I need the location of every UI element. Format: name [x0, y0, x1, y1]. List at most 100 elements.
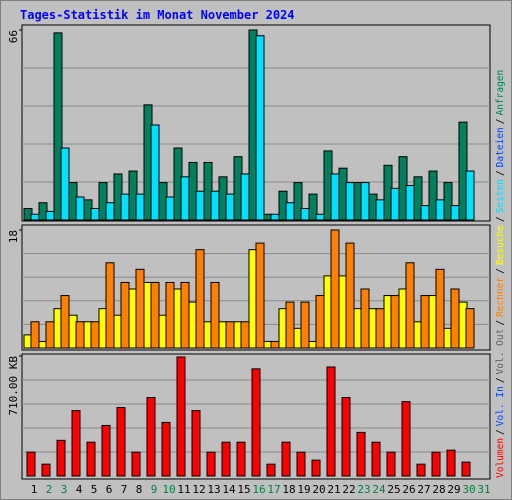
bar [251, 368, 261, 477]
x-tick-label: 25 [387, 483, 400, 496]
bar [75, 196, 85, 221]
bar [255, 35, 265, 221]
bar [176, 356, 186, 477]
x-tick-label: 12 [192, 483, 205, 496]
bar [300, 301, 310, 349]
bar [375, 308, 385, 349]
legend-separator: / [495, 320, 506, 326]
x-tick-label: 29 [447, 483, 460, 496]
legend-separator: / [495, 377, 506, 383]
bar [405, 262, 415, 349]
bar [450, 205, 460, 221]
bar [345, 182, 355, 221]
bar [315, 295, 325, 349]
x-tick-label: 13 [207, 483, 220, 496]
bar [386, 451, 396, 477]
bar [236, 441, 246, 477]
x-tick-label: 26 [402, 483, 415, 496]
bar [180, 176, 190, 221]
side-legend: Volumen / Vol. In / Vol. Out / Rechner / Besuche… [495, 70, 506, 478]
bar [135, 193, 145, 221]
bar [195, 249, 205, 349]
bar [146, 397, 156, 477]
x-tick-label: 30 [462, 483, 475, 496]
bar [270, 213, 280, 221]
bar [330, 229, 340, 349]
bar [165, 281, 175, 349]
x-tick-label: 6 [106, 483, 113, 496]
y-tick-label: 66 [7, 30, 20, 43]
x-tick-label: 21 [327, 483, 340, 496]
bar [416, 463, 426, 477]
x-tick-label: 14 [222, 483, 236, 496]
bar [105, 262, 115, 349]
bar [206, 451, 216, 477]
legend-entry: Besuche [495, 225, 506, 265]
x-tick-label: 4 [76, 483, 83, 496]
bar [180, 281, 190, 349]
legend-entry: Rechner [495, 277, 506, 317]
bar [195, 190, 205, 221]
x-tick-label: 18 [282, 483, 295, 496]
bar [120, 193, 130, 221]
bar [375, 199, 385, 221]
x-tick-label: 15 [237, 483, 250, 496]
x-tick-label: 7 [121, 483, 128, 496]
bar [90, 321, 100, 349]
y-tick-label: 18 [7, 230, 20, 243]
bar [60, 295, 70, 349]
bar [135, 268, 145, 349]
bar [446, 449, 456, 477]
x-tick-label: 10 [162, 483, 175, 496]
bar [330, 173, 340, 221]
bar [225, 193, 235, 221]
bar [131, 451, 141, 477]
bar [150, 124, 160, 221]
x-tick-label: 27 [417, 483, 430, 496]
bar [71, 410, 81, 477]
x-tick-label: 31 [477, 483, 490, 496]
x-tick-label: 9 [151, 483, 158, 496]
bar [101, 424, 111, 477]
bar [420, 295, 430, 349]
bar [105, 202, 115, 221]
legend-entry: Anfragen [495, 70, 506, 116]
bar [405, 184, 415, 221]
bar [356, 431, 366, 477]
legend-entry: Volumen [495, 438, 506, 478]
bar [41, 463, 51, 477]
bar [360, 288, 370, 349]
x-tick-label: 5 [91, 483, 98, 496]
x-tick-label: 19 [297, 483, 310, 496]
x-tick-label: 8 [136, 483, 143, 496]
legend-separator: / [495, 170, 506, 176]
bar [240, 321, 250, 349]
bar [45, 321, 55, 349]
bar [191, 410, 201, 477]
bar [30, 213, 40, 221]
bar [120, 281, 130, 349]
bar [56, 439, 66, 477]
bar [371, 441, 381, 477]
bar [285, 202, 295, 221]
bar [431, 451, 441, 477]
bar [266, 463, 276, 477]
bar [221, 441, 231, 477]
bar [26, 451, 36, 477]
bar [150, 281, 160, 349]
bar [45, 210, 55, 221]
x-tick-label: 24 [372, 483, 386, 496]
legend-entry: Vol. In [495, 386, 506, 426]
bar [390, 295, 400, 349]
bar [281, 441, 291, 477]
x-tick-label: 22 [342, 483, 355, 496]
bar [75, 321, 85, 349]
bar [296, 451, 306, 477]
x-tick-label: 28 [432, 483, 445, 496]
bar [300, 207, 310, 221]
x-tick-label: 1 [31, 483, 38, 496]
bar [161, 421, 171, 477]
bar [90, 207, 100, 221]
